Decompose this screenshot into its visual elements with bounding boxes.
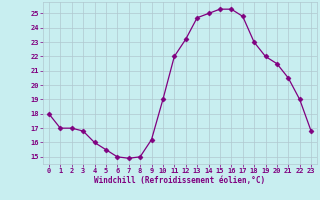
- X-axis label: Windchill (Refroidissement éolien,°C): Windchill (Refroidissement éolien,°C): [94, 176, 266, 185]
